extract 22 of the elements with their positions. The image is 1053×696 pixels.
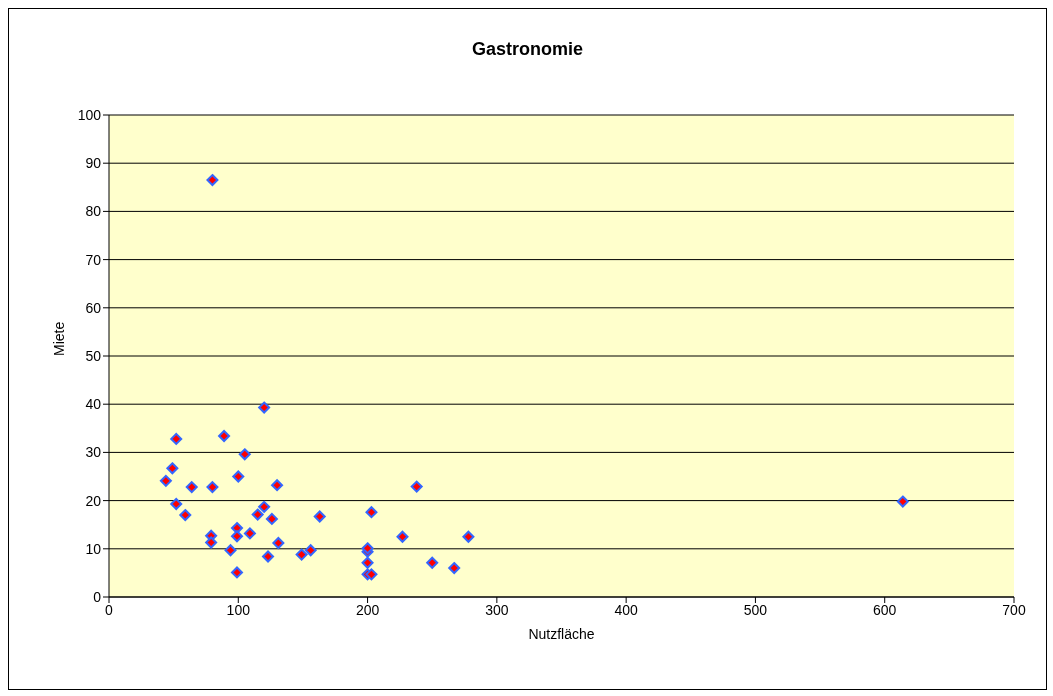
y-tick-label: 40	[85, 396, 102, 413]
x-tick-label: 200	[355, 601, 380, 618]
x-axis-title: Nutzfläche	[528, 626, 595, 642]
y-axis-title: Miete	[50, 321, 67, 356]
y-tick-label: 60	[85, 299, 102, 316]
x-tick-label: 300	[485, 601, 509, 618]
y-tick-label: 90	[85, 155, 102, 172]
y-tick-label: 50	[85, 347, 102, 364]
x-tick-label: 0	[105, 601, 114, 618]
y-tick-label: 100	[77, 106, 102, 123]
chart-title: Gastronomie	[471, 39, 584, 60]
y-tick-label: 0	[93, 588, 102, 605]
x-tick-label: 100	[226, 601, 251, 618]
y-tick-label: 20	[85, 492, 102, 509]
y-tick-label: 30	[85, 444, 102, 461]
x-tick-label: 700	[1002, 601, 1026, 618]
x-tick-label: 600	[873, 601, 897, 618]
x-tick-label: 400	[614, 601, 639, 618]
x-tick-label: 500	[743, 601, 768, 618]
y-tick-label: 80	[85, 203, 102, 220]
y-tick-label: 10	[85, 540, 102, 557]
y-tick-label: 70	[85, 251, 102, 268]
